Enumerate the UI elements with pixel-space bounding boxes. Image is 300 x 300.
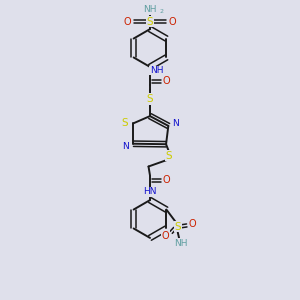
Text: HN: HN <box>143 188 156 196</box>
Text: NH: NH <box>174 239 188 248</box>
Text: O: O <box>188 219 196 229</box>
Text: NH: NH <box>143 5 157 14</box>
Text: NH: NH <box>150 66 163 75</box>
Text: O: O <box>124 16 131 27</box>
Text: O: O <box>163 76 170 86</box>
Text: O: O <box>162 231 169 241</box>
Text: N: N <box>172 119 179 128</box>
Text: S: S <box>147 16 153 27</box>
Text: S: S <box>147 94 153 104</box>
Text: O: O <box>169 16 176 27</box>
Text: 2: 2 <box>159 9 164 14</box>
Text: O: O <box>163 175 170 185</box>
Text: N: N <box>123 142 129 151</box>
Text: S: S <box>166 151 172 160</box>
Text: S: S <box>175 222 181 232</box>
Text: S: S <box>122 118 128 128</box>
